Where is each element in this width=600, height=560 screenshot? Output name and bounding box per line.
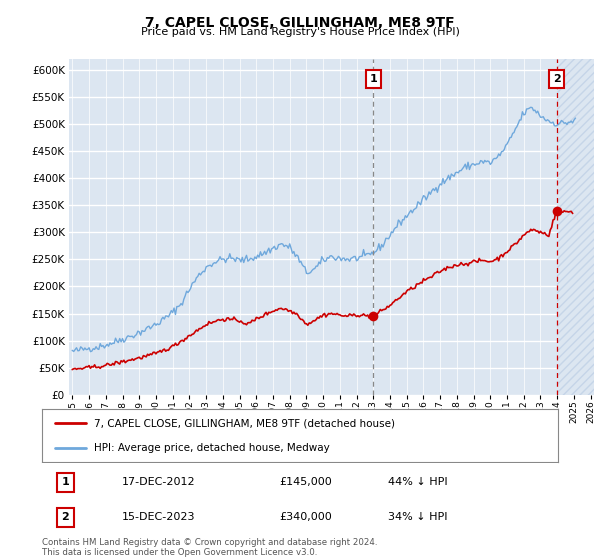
Text: 44% ↓ HPI: 44% ↓ HPI xyxy=(388,477,448,487)
Text: Contains HM Land Registry data © Crown copyright and database right 2024.
This d: Contains HM Land Registry data © Crown c… xyxy=(42,538,377,557)
Text: £145,000: £145,000 xyxy=(280,477,332,487)
Bar xyxy=(557,59,599,395)
Text: 34% ↓ HPI: 34% ↓ HPI xyxy=(388,512,447,522)
Bar xyxy=(557,59,599,395)
Text: £340,000: £340,000 xyxy=(280,512,332,522)
Text: 7, CAPEL CLOSE, GILLINGHAM, ME8 9TF: 7, CAPEL CLOSE, GILLINGHAM, ME8 9TF xyxy=(145,16,455,30)
Text: 7, CAPEL CLOSE, GILLINGHAM, ME8 9TF (detached house): 7, CAPEL CLOSE, GILLINGHAM, ME8 9TF (det… xyxy=(94,418,395,428)
Text: 15-DEC-2023: 15-DEC-2023 xyxy=(122,512,196,522)
Text: HPI: Average price, detached house, Medway: HPI: Average price, detached house, Medw… xyxy=(94,442,329,452)
Text: 2: 2 xyxy=(61,512,69,522)
Text: Price paid vs. HM Land Registry's House Price Index (HPI): Price paid vs. HM Land Registry's House … xyxy=(140,27,460,37)
Text: 17-DEC-2012: 17-DEC-2012 xyxy=(122,477,196,487)
Text: 2: 2 xyxy=(553,74,560,84)
Text: 1: 1 xyxy=(370,74,377,84)
Text: 1: 1 xyxy=(61,477,69,487)
